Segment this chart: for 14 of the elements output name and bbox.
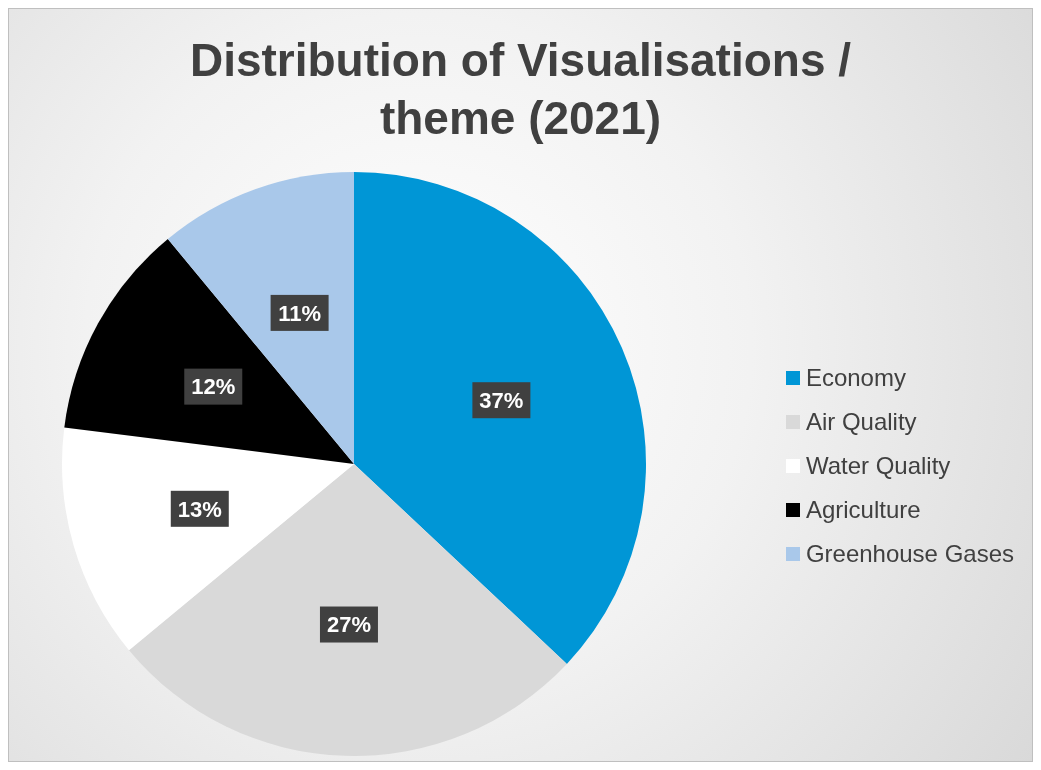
pie-slice [64,239,354,464]
legend-label: Greenhouse Gases [805,539,1014,569]
pie-slice [167,172,354,464]
data-label: 12% [191,374,236,400]
chart-title: Distribution of Visualisations / theme (2021) [188,33,853,146]
data-label: 37% [479,387,524,413]
legend-label: Economy [805,363,906,393]
legend-label: Air Quality [805,407,917,437]
legend-label: Water Quality [805,451,951,481]
pie-slice [129,464,567,756]
data-label: 27% [326,612,371,638]
data-label: 13% [177,496,222,522]
legend-label: Agriculture [805,495,921,525]
data-label: 11% [278,300,322,326]
